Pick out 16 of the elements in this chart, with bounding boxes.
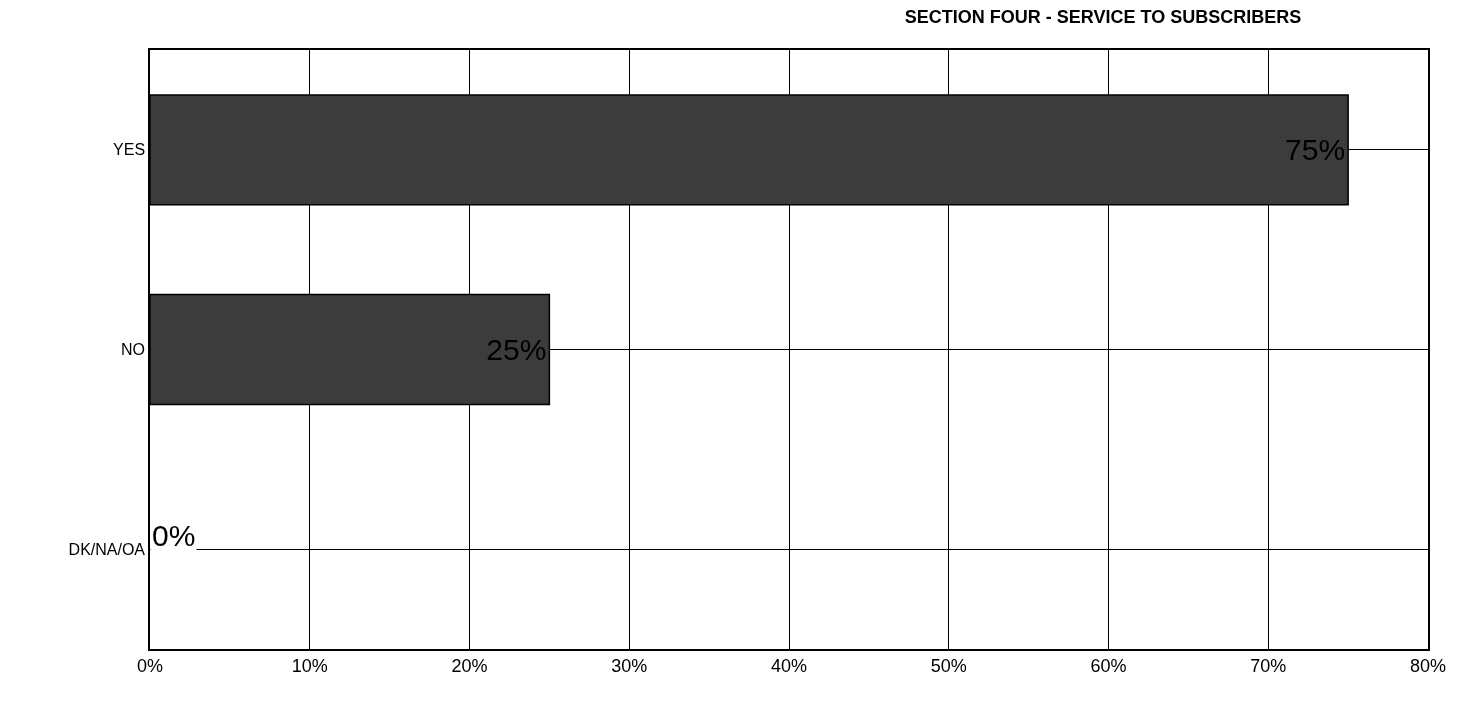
x-tick-label: 20%	[451, 656, 488, 677]
data-label: 0%	[152, 519, 196, 552]
y-tick-label: DK/NA/OA	[68, 540, 146, 558]
chart-title: SECTION FOUR - SERVICE TO SUBSCRIBERS	[904, 7, 1302, 28]
y-tick-label: YES	[113, 141, 146, 159]
x-tick-label: 30%	[611, 656, 648, 677]
y-tick-label: NO	[121, 341, 146, 359]
x-tick-label: 0%	[136, 656, 164, 677]
data-label: 75%	[1285, 133, 1346, 167]
x-tick-label: 80%	[1409, 656, 1447, 677]
x-tick-label: 60%	[1090, 656, 1127, 677]
data-label: 25%	[486, 333, 547, 366]
x-tick-label: 10%	[291, 656, 328, 677]
x-tick-label: 70%	[1250, 656, 1287, 677]
x-tick-label: 40%	[770, 656, 808, 677]
x-tick-label: 50%	[930, 656, 967, 677]
